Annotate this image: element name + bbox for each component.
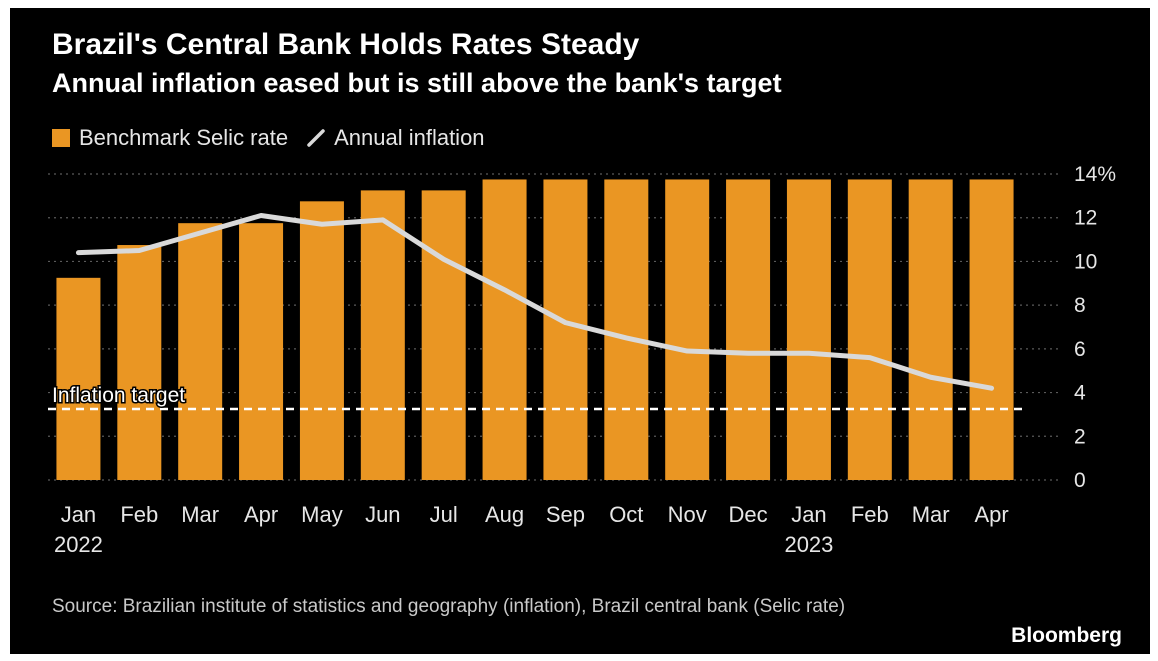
legend-item-inflation: Annual inflation [306, 125, 485, 151]
source-note: Source: Brazilian institute of statistic… [52, 596, 846, 617]
selic-bar [908, 179, 953, 480]
x-tick-label: Oct [609, 502, 643, 527]
y-tick-label: 4 [1074, 382, 1086, 405]
selic-bar [421, 190, 466, 480]
selic-bar [726, 179, 771, 480]
selic-bar [665, 179, 710, 480]
legend-swatch-bar [52, 129, 70, 147]
legend-item-selic: Benchmark Selic rate [52, 125, 288, 151]
inflation-target-label: Inflation target [52, 384, 185, 407]
x-tick-label: Mar [912, 502, 950, 527]
x-tick-label: Jun [365, 502, 400, 527]
inflation-line [75, 213, 995, 391]
inflation-line-group [75, 213, 995, 391]
selic-bar [604, 179, 649, 480]
x-tick-label: Jul [430, 502, 458, 527]
inflation-target: Inflation target [48, 382, 1022, 411]
x-tick-label: Apr [244, 502, 278, 527]
y-tick-label: 2 [1074, 425, 1086, 448]
y-tick-label: 8 [1074, 294, 1086, 317]
selic-bar [969, 179, 1014, 480]
x-tick-label: Aug [485, 502, 524, 527]
x-tick-label: Apr [974, 502, 1008, 527]
selic-bar [299, 201, 344, 481]
x-tick-label: May [301, 502, 343, 527]
chart-title: Brazil's Central Bank Holds Rates Steady [52, 28, 640, 61]
selic-bar [786, 179, 831, 480]
brand-logo: Bloomberg [1011, 624, 1122, 647]
legend-label-selic: Benchmark Selic rate [79, 125, 289, 150]
selic-bar [847, 179, 892, 480]
chart-subtitle: Annual inflation eased but is still abov… [52, 68, 782, 98]
x-tick-label: Mar [181, 502, 219, 527]
legend: Benchmark Selic rate Annual inflation [52, 125, 503, 151]
y-tick-label: 0 [1074, 469, 1086, 492]
selic-bar [360, 190, 405, 480]
x-tick-label: Nov [668, 502, 707, 527]
x-tick-label: Feb [851, 502, 889, 527]
selic-bar [543, 179, 588, 480]
year-label: 2023 [784, 532, 833, 557]
x-axis-ticks: Jan Feb Mar Apr May Jun Jul Aug Sep Oct Nov Dec Jan F… [54, 502, 1009, 557]
selic-bar [482, 179, 527, 480]
y-axis-ticks: 0 2 4 6 8 10 12 14% [1074, 163, 1116, 492]
chart-plot: Inflation target 0 2 4 6 8 10 12 14% Jan Feb Mar A… [48, 163, 1116, 557]
selic-bar [117, 245, 162, 480]
y-tick-label: 12 [1074, 207, 1097, 230]
selic-bar [56, 277, 101, 480]
chart-frame: Brazil's Central Bank Holds Rates Steady… [10, 8, 1150, 654]
selic-bar [239, 223, 284, 480]
selic-bars [56, 179, 1014, 481]
legend-label-inflation: Annual inflation [334, 125, 485, 150]
legend-swatch-line [307, 129, 325, 147]
x-tick-label: Sep [546, 502, 585, 527]
y-tick-label: 10 [1074, 250, 1097, 273]
y-tick-label: 14% [1074, 163, 1116, 186]
selic-bar [178, 223, 223, 480]
x-tick-label: Jan [791, 502, 826, 527]
x-tick-label: Feb [120, 502, 158, 527]
year-label: 2022 [54, 532, 103, 557]
x-tick-label: Jan [61, 502, 96, 527]
y-tick-label: 6 [1074, 338, 1086, 361]
x-tick-label: Dec [729, 502, 768, 527]
